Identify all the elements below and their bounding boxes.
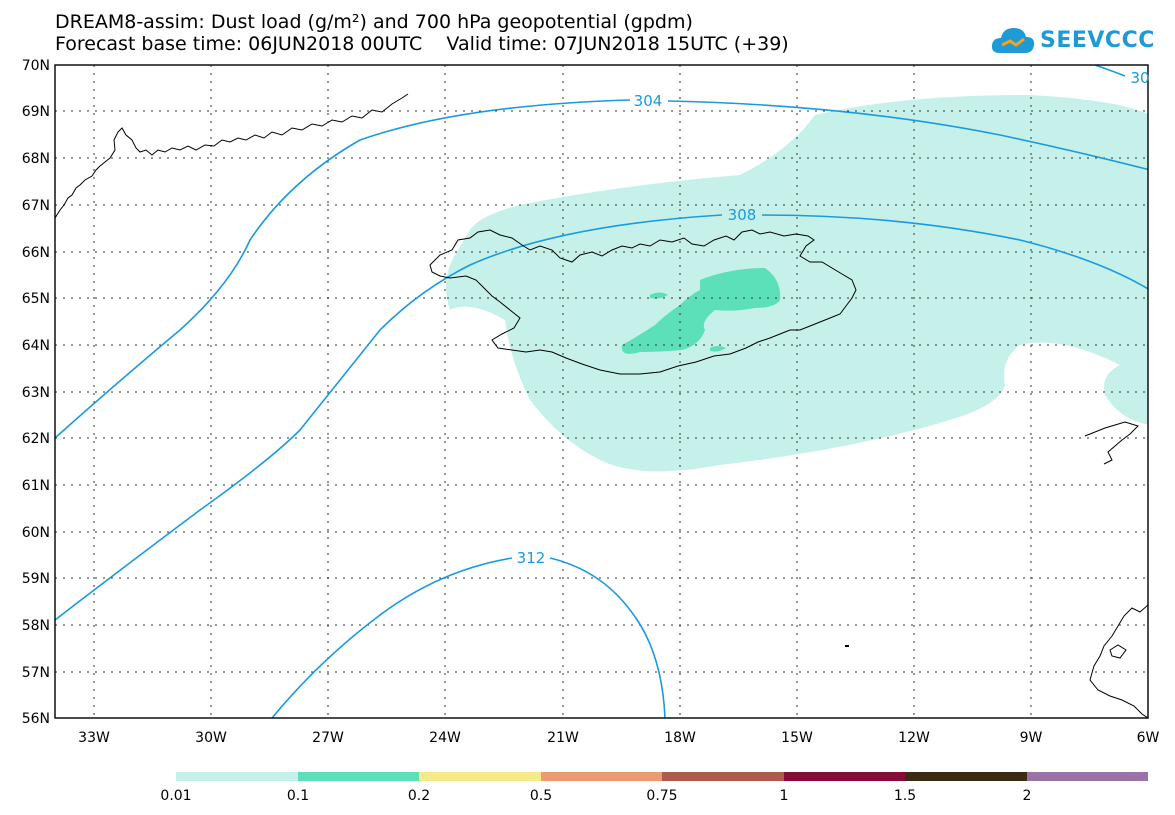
colorbar-label: 0.2	[408, 788, 430, 804]
contour-30x	[1094, 65, 1126, 77]
dust-area-mid	[621, 268, 781, 354]
map-frame	[54, 64, 1149, 719]
colorbar-swatch	[419, 772, 541, 781]
lon-label: 27W	[312, 730, 344, 746]
contour-label-312: 312	[517, 549, 546, 567]
lon-label: 9W	[1020, 730, 1043, 746]
lon-label: 21W	[547, 730, 579, 746]
dust-area-mid	[710, 346, 726, 352]
lat-label: 62N	[22, 431, 50, 447]
lat-label: 57N	[22, 665, 50, 681]
colorbar-swatch	[905, 772, 1027, 781]
colorbar-label: 0.5	[530, 788, 552, 804]
colorbar-swatch	[784, 772, 905, 781]
colorbar-label: 1	[780, 788, 789, 804]
dust-area-mid	[650, 292, 668, 299]
lon-label: 6W	[1137, 730, 1160, 746]
map-subtitle: Forecast base time: 06JUN2018 00UTC Vali…	[55, 33, 789, 55]
dust-area-low	[446, 95, 1148, 472]
lat-label: 70N	[22, 58, 50, 74]
faroe-coast	[1084, 421, 1139, 465]
map-title: DREAM8-assim: Dust load (g/m²) and 700 h…	[55, 11, 693, 33]
lat-label: 66N	[22, 245, 50, 261]
colorbar-label: 0.75	[646, 788, 677, 804]
colorbar-swatch	[541, 772, 662, 781]
contour-304	[55, 99, 631, 439]
logo-text: SEEVCCC	[1040, 27, 1155, 53]
contour-312	[271, 557, 513, 718]
grid-lines	[55, 65, 1148, 718]
colorbar-swatch	[1027, 772, 1148, 781]
rockall-island	[845, 645, 849, 647]
contour-308	[761, 214, 1148, 290]
lat-label: 64N	[22, 338, 50, 354]
lat-label: 56N	[22, 711, 50, 727]
contour-304	[667, 100, 1148, 171]
lon-label: 33W	[78, 730, 110, 746]
lat-label: 58N	[22, 618, 50, 634]
contour-label-304: 304	[634, 92, 663, 110]
lat-label: 61N	[22, 478, 50, 494]
lat-label: 68N	[22, 151, 50, 167]
lat-label: 65N	[22, 291, 50, 307]
lat-label: 63N	[22, 385, 50, 401]
lon-label: 12W	[898, 730, 930, 746]
lat-label: 60N	[22, 525, 50, 541]
colorbar-label: 0.1	[287, 788, 309, 804]
lon-label: 30W	[195, 730, 227, 746]
lon-label: 15W	[781, 730, 813, 746]
contour-312	[549, 557, 666, 718]
seevccc-logo: SEEVCCC	[990, 20, 1155, 60]
colorbar-swatch	[662, 772, 784, 781]
iceland-coast	[429, 229, 857, 375]
greenland-coast	[55, 93, 409, 219]
colorbar-label: 1.5	[894, 788, 916, 804]
contour-label-308: 308	[728, 206, 757, 224]
contour-label-30x: 30	[1130, 69, 1149, 87]
lat-label: 67N	[22, 198, 50, 214]
colorbar-label: 0.01	[160, 788, 191, 804]
lon-label: 18W	[664, 730, 696, 746]
colorbar	[176, 772, 1148, 781]
cloud-icon	[991, 28, 1035, 53]
lat-label: 59N	[22, 571, 50, 587]
colorbar-label: 2	[1023, 788, 1032, 804]
contour-308	[55, 214, 723, 621]
lon-label: 24W	[429, 730, 461, 746]
lat-label: 69N	[22, 104, 50, 120]
colorbar-swatch	[176, 772, 298, 781]
hebrides-coast	[1109, 644, 1127, 659]
colorbar-swatch	[298, 772, 419, 781]
scotland-coast	[1089, 604, 1148, 718]
